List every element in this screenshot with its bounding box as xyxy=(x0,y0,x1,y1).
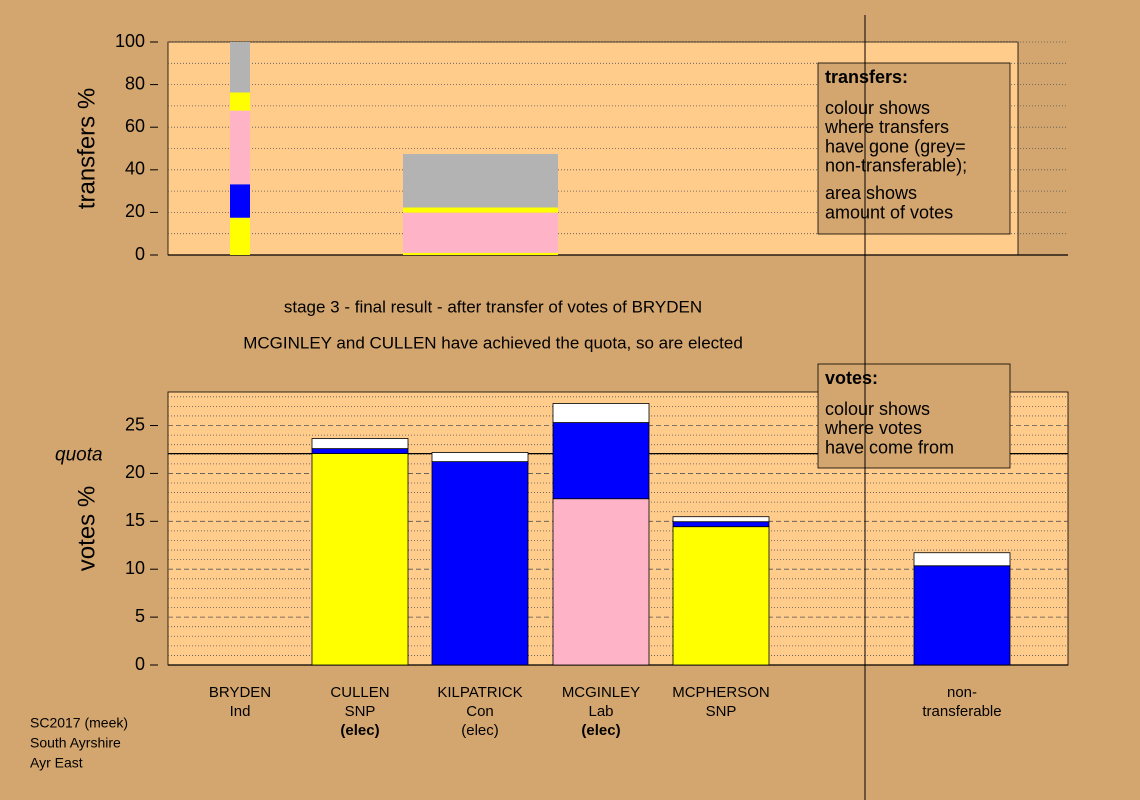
x-tick-label: Lab xyxy=(588,703,613,720)
bar-segment xyxy=(311,453,409,666)
legend-text: colour shows xyxy=(825,399,930,419)
x-tick-label: SNP xyxy=(706,703,737,720)
y-tick-label: 15 xyxy=(125,510,145,530)
x-tick-label: (elec) xyxy=(461,722,499,739)
bar-segment xyxy=(311,448,409,454)
x-tick-label: (elec) xyxy=(581,722,620,739)
y-tick-label: 40 xyxy=(125,159,145,179)
y-tick-label: 60 xyxy=(125,116,145,136)
bar-segment xyxy=(672,521,770,528)
footer-text: Ayr East xyxy=(30,755,83,771)
legend-text: have gone (grey= xyxy=(825,136,966,156)
bar-segment xyxy=(230,217,250,255)
subtitle: MCGINLEY and CULLEN have achieved the qu… xyxy=(243,333,743,352)
bar-segment xyxy=(552,498,650,666)
legend-box xyxy=(817,363,1011,469)
bar-segment xyxy=(431,461,529,666)
bar-segment xyxy=(552,403,650,423)
y-axis-label: transfers % xyxy=(73,88,100,209)
bar-segment xyxy=(913,552,1011,567)
footer-text: South Ayrshire xyxy=(30,735,121,751)
bar-segment xyxy=(403,154,558,208)
legend-text: where votes xyxy=(824,418,922,438)
bar-segment xyxy=(311,438,409,450)
y-tick-label: 20 xyxy=(125,462,145,482)
bar-segment xyxy=(230,184,250,218)
y-tick-label: 25 xyxy=(125,414,145,434)
legend-text: colour shows xyxy=(825,98,930,118)
bar-segment xyxy=(403,207,558,213)
legend-title: votes: xyxy=(825,368,878,388)
y-tick-label: 20 xyxy=(125,201,145,221)
x-tick-label: MCGINLEY xyxy=(562,684,640,701)
bar-segment xyxy=(431,452,529,463)
legend-text: where transfers xyxy=(824,117,949,137)
x-tick-label: transferable xyxy=(922,703,1001,720)
y-tick-label: 0 xyxy=(135,244,145,264)
x-tick-label: non- xyxy=(947,684,977,701)
footer-text: SC2017 (meek) xyxy=(30,715,128,731)
x-tick-label: SNP xyxy=(345,703,376,720)
legend-text: area shows xyxy=(825,183,917,203)
legend-title: transfers: xyxy=(825,67,908,87)
x-tick-label: Con xyxy=(466,703,494,720)
x-tick-label: KILPATRICK xyxy=(437,684,522,701)
bar-segment xyxy=(230,110,250,185)
quota-label: quota xyxy=(55,445,103,466)
legend-text: non-transferable); xyxy=(825,156,967,176)
y-tick-label: 80 xyxy=(125,73,145,93)
y-tick-label: 100 xyxy=(115,31,145,51)
y-tick-label: 0 xyxy=(135,654,145,674)
legend-text: amount of votes xyxy=(825,202,953,222)
y-axis-label: votes % xyxy=(73,486,100,571)
bar-segment xyxy=(913,565,1011,666)
y-tick-label: 5 xyxy=(135,606,145,626)
y-tick-label: 10 xyxy=(125,558,145,578)
bar-segment xyxy=(403,252,558,255)
bar-segment xyxy=(672,516,770,523)
bar-segment xyxy=(230,92,250,111)
x-tick-label: BRYDEN xyxy=(209,684,271,701)
legend-text: have come from xyxy=(825,437,954,457)
x-tick-label: CULLEN xyxy=(330,684,389,701)
bar-segment xyxy=(552,422,650,500)
legend-box xyxy=(817,62,1011,235)
bar-segment xyxy=(672,526,770,666)
x-tick-label: (elec) xyxy=(340,722,379,739)
subtitle: stage 3 - final result - after transfer … xyxy=(284,297,702,316)
x-tick-label: Ind xyxy=(230,703,251,720)
bar-segment xyxy=(403,212,558,253)
bar-segment xyxy=(230,42,250,93)
x-tick-label: MCPHERSON xyxy=(672,684,770,701)
